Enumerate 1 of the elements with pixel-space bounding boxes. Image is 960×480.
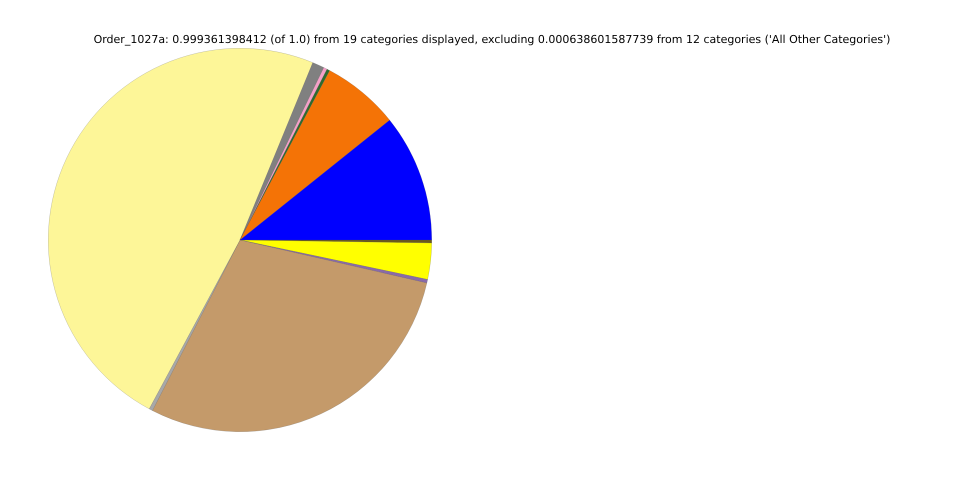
text: Order_1027a: 0.999361398412 (of 1.0) from 19 categories displayed, excluding 0.000638601587739 from 12 categories ('All Other Categories') — [92, 33, 892, 46]
